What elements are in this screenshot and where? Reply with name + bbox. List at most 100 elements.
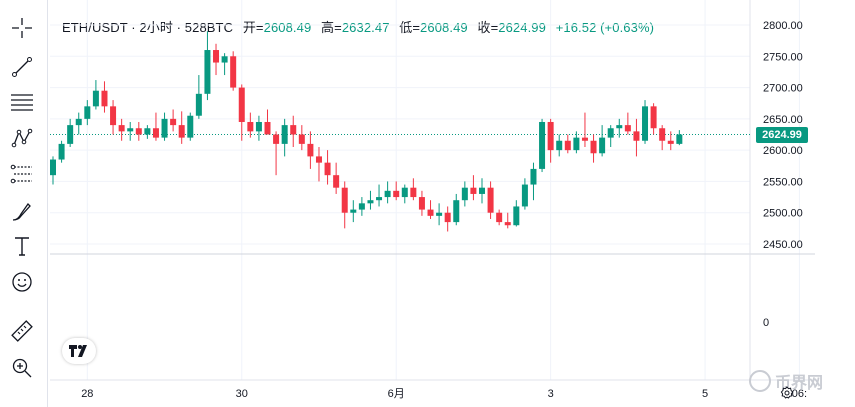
candle-body bbox=[221, 56, 228, 63]
settings-gear-icon[interactable] bbox=[780, 386, 794, 400]
watermark-text: 币界网 bbox=[775, 375, 824, 392]
change-value: +16.52 (+0.63%) bbox=[555, 20, 655, 35]
text-icon[interactable] bbox=[8, 232, 36, 260]
fib-icon[interactable] bbox=[8, 160, 36, 188]
zoom-icon[interactable] bbox=[8, 354, 36, 382]
open-label: 开= bbox=[242, 20, 264, 35]
ticker-info: ETH/USDT · 2小时 · 528BTC 开=2608.49 高=2632… bbox=[62, 17, 654, 36]
candle-body bbox=[556, 140, 563, 151]
candle-body bbox=[67, 125, 74, 144]
candle-body bbox=[273, 134, 280, 144]
drawing-toolbar bbox=[0, 0, 44, 407]
price-tick-label: 2550.00 bbox=[763, 176, 803, 188]
candle-body bbox=[436, 212, 443, 216]
candle-body bbox=[564, 140, 571, 151]
candle-body bbox=[384, 190, 391, 198]
candle-body bbox=[616, 125, 623, 129]
candle-body bbox=[110, 106, 117, 126]
candle-body bbox=[230, 56, 237, 88]
candle-body bbox=[255, 121, 262, 132]
candle-body bbox=[298, 134, 305, 144]
candle-body bbox=[547, 121, 554, 151]
pattern-icon[interactable] bbox=[8, 124, 36, 152]
candle-body bbox=[470, 187, 477, 194]
price-tick-label: 2500.00 bbox=[763, 208, 803, 220]
candle-body bbox=[195, 93, 202, 116]
close-value: 2624.99 bbox=[498, 20, 546, 35]
candle-body bbox=[204, 50, 211, 94]
candle-body bbox=[496, 212, 503, 223]
trendline-icon[interactable] bbox=[8, 53, 36, 81]
brush-icon[interactable] bbox=[8, 198, 36, 226]
price-tick-label: 2800.00 bbox=[763, 20, 803, 32]
emoji-icon[interactable] bbox=[8, 268, 36, 296]
candle-body bbox=[599, 137, 606, 154]
candle-body bbox=[667, 140, 674, 144]
crosshair-icon[interactable] bbox=[8, 14, 36, 42]
horizontal-lines-icon[interactable] bbox=[8, 89, 36, 117]
candle-body bbox=[333, 175, 340, 188]
candle-body bbox=[170, 118, 177, 126]
price-tick-label: 2750.00 bbox=[763, 51, 803, 63]
candle-body bbox=[324, 162, 331, 176]
candle-body bbox=[444, 212, 451, 223]
low-value: 2608.49 bbox=[420, 20, 468, 35]
watermark: 币界网 bbox=[749, 369, 823, 393]
toolbar-divider bbox=[47, 0, 48, 407]
high-value: 2632.47 bbox=[341, 20, 390, 35]
candle-body bbox=[135, 128, 142, 135]
tradingview-logo[interactable] bbox=[62, 338, 96, 364]
candle-body bbox=[161, 118, 168, 138]
candle-body bbox=[178, 125, 185, 138]
watermark-logo-icon bbox=[749, 370, 771, 392]
candle-body bbox=[127, 128, 134, 132]
candle-body bbox=[350, 209, 357, 213]
candle-body bbox=[401, 187, 408, 198]
candle-body bbox=[393, 190, 400, 198]
time-tick-label: 30 bbox=[236, 388, 248, 400]
candle-body bbox=[281, 125, 288, 144]
candle-body bbox=[633, 131, 640, 141]
candle-body bbox=[152, 128, 159, 138]
grid-lines bbox=[50, 0, 800, 380]
time-axis: 28 30 6月 3 5 06: bbox=[81, 388, 807, 400]
high-label: 高= bbox=[321, 20, 342, 35]
candle-body bbox=[581, 137, 588, 141]
candle-body bbox=[504, 222, 511, 226]
time-tick-label: 06: bbox=[792, 388, 807, 400]
price-tick-label: 2700.00 bbox=[763, 83, 803, 95]
symbol-title[interactable]: ETH/USDT · 2小时 · 528BTC bbox=[62, 20, 234, 35]
last-price-badge: 2624.99 bbox=[756, 127, 808, 143]
low-label: 低= bbox=[399, 20, 421, 35]
price-tick-label: 2600.00 bbox=[763, 145, 803, 157]
candle-body bbox=[521, 184, 528, 207]
candle-body bbox=[213, 50, 220, 63]
candle-body bbox=[358, 203, 365, 210]
open-value: 2608.49 bbox=[263, 20, 312, 35]
candle-body bbox=[479, 187, 485, 194]
candle-body bbox=[487, 187, 494, 213]
candle-body bbox=[264, 121, 271, 135]
candle-body bbox=[573, 137, 580, 151]
price-tick-label: 2650.00 bbox=[763, 114, 803, 126]
candle-body bbox=[118, 125, 125, 132]
candle-body bbox=[247, 121, 254, 132]
candles bbox=[50, 31, 683, 232]
volume-axis-tick: 0 bbox=[763, 317, 769, 329]
candle-body bbox=[427, 209, 434, 216]
ruler-icon[interactable] bbox=[8, 317, 36, 345]
candle-body bbox=[238, 87, 245, 122]
candle-body bbox=[418, 197, 425, 210]
time-tick-label: 28 bbox=[81, 388, 93, 400]
candle-body bbox=[410, 187, 417, 198]
candle-body bbox=[530, 168, 537, 185]
time-tick-label: 5 bbox=[702, 388, 708, 400]
candle-body bbox=[376, 197, 383, 201]
candle-body bbox=[367, 200, 374, 204]
candle-body bbox=[58, 143, 65, 160]
candle-body bbox=[650, 106, 657, 129]
candle-body bbox=[659, 128, 666, 141]
candle-body bbox=[642, 106, 649, 141]
candle-body bbox=[590, 140, 597, 154]
